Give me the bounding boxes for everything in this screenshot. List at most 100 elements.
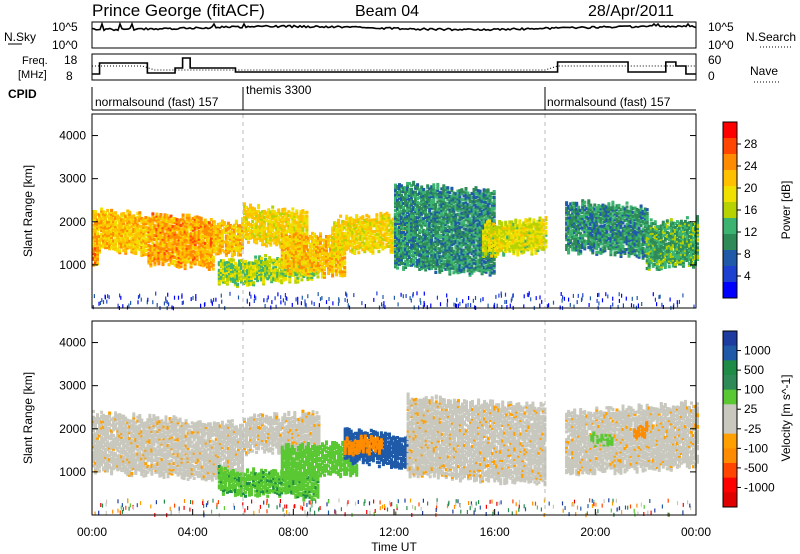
echo-cell bbox=[478, 203, 482, 207]
echo-cell bbox=[436, 213, 440, 218]
echo-cell bbox=[452, 212, 456, 217]
echo-cell bbox=[191, 224, 195, 228]
echo-cell bbox=[408, 187, 412, 192]
echo-cell bbox=[163, 223, 167, 227]
echo-cell bbox=[418, 221, 422, 225]
echo-cell bbox=[452, 193, 456, 197]
echo-cell bbox=[205, 257, 209, 261]
echo-cell bbox=[165, 231, 169, 235]
echo-cell bbox=[134, 217, 138, 221]
echo-cell bbox=[327, 258, 331, 262]
echo-cell bbox=[226, 223, 230, 227]
echo-cell bbox=[185, 258, 189, 262]
echo-cell bbox=[468, 273, 472, 277]
echo-cell bbox=[442, 188, 446, 192]
echo-cell bbox=[298, 231, 302, 235]
echo-cell bbox=[331, 226, 335, 230]
echo-cell bbox=[314, 271, 318, 276]
echo-cell bbox=[450, 235, 454, 239]
echo-cell bbox=[116, 224, 120, 228]
echo-cell bbox=[446, 256, 450, 260]
echo-cell bbox=[294, 245, 298, 249]
echo-cell bbox=[331, 272, 335, 276]
echo-cell bbox=[216, 226, 220, 230]
echo-cell bbox=[171, 232, 175, 236]
echo-cell bbox=[189, 232, 193, 236]
echo-cell bbox=[165, 225, 169, 229]
echo-cell bbox=[209, 251, 213, 255]
echo-cell bbox=[302, 241, 306, 245]
echo-cell bbox=[250, 272, 253, 277]
echo-cell bbox=[335, 235, 339, 239]
echo-cell bbox=[151, 258, 155, 262]
echo-cell bbox=[444, 248, 448, 252]
echo-cell bbox=[275, 225, 279, 229]
echo-cell bbox=[458, 266, 462, 270]
echo-cell bbox=[217, 276, 221, 280]
echo-cell bbox=[179, 235, 183, 239]
echo-cell bbox=[256, 259, 260, 263]
echo-cell bbox=[464, 258, 468, 262]
echo-cell bbox=[335, 257, 339, 261]
echo-cell bbox=[233, 281, 237, 285]
echo-cell bbox=[398, 200, 401, 204]
echo-cell bbox=[185, 252, 189, 256]
echo-cell bbox=[478, 209, 482, 213]
echo-cell bbox=[259, 221, 263, 225]
echo-cell bbox=[183, 222, 187, 226]
echo-cell bbox=[422, 230, 426, 234]
echo-cell bbox=[179, 233, 183, 237]
echo-cell bbox=[205, 259, 209, 263]
echo-cell bbox=[291, 223, 295, 227]
echo-cell bbox=[420, 245, 424, 249]
echo-cell bbox=[280, 230, 284, 234]
echo-cell bbox=[265, 232, 269, 236]
echo-cell bbox=[311, 241, 314, 245]
echo-cell bbox=[257, 213, 261, 217]
echo-cell bbox=[400, 230, 403, 235]
echo-cell bbox=[436, 221, 440, 225]
echo-cell bbox=[446, 228, 450, 233]
echo-cell bbox=[414, 264, 418, 268]
echo-cell bbox=[128, 212, 132, 216]
echo-cell bbox=[258, 266, 262, 271]
echo-cell bbox=[259, 211, 263, 215]
echo-cell bbox=[283, 209, 287, 213]
echo-cell bbox=[343, 251, 347, 255]
echo-cell bbox=[357, 218, 361, 222]
echo-cell bbox=[444, 192, 448, 196]
echo-cell bbox=[361, 244, 365, 248]
echo-cell bbox=[468, 269, 472, 273]
echo-cell bbox=[201, 221, 205, 225]
echo-cell bbox=[301, 211, 305, 215]
echo-cell bbox=[323, 252, 326, 256]
echo-cell bbox=[420, 193, 424, 197]
echo-cell bbox=[102, 231, 106, 235]
echo-cell bbox=[185, 254, 189, 258]
echo-cell bbox=[464, 212, 468, 216]
echo-cell bbox=[231, 279, 235, 284]
echo-cell bbox=[144, 216, 148, 220]
echo-cell bbox=[381, 241, 385, 245]
echo-cell bbox=[195, 225, 199, 229]
echo-cell bbox=[183, 243, 187, 247]
echo-cell bbox=[424, 237, 428, 241]
echo-cell bbox=[438, 255, 442, 259]
echo-cell bbox=[179, 237, 183, 241]
echo-cell bbox=[223, 271, 227, 275]
echo-cell bbox=[249, 209, 252, 213]
echo-cell bbox=[232, 249, 236, 253]
echo-cell bbox=[408, 240, 412, 244]
echo-cell bbox=[454, 219, 458, 223]
echo-cell bbox=[134, 218, 138, 223]
echo-cell bbox=[205, 251, 209, 255]
echo-cell bbox=[404, 209, 408, 213]
echo-cell bbox=[478, 230, 482, 234]
echo-cell bbox=[464, 231, 468, 235]
echo-cell bbox=[130, 225, 134, 229]
echo-cell bbox=[308, 246, 312, 250]
echo-cell bbox=[432, 210, 436, 214]
echo-cell bbox=[402, 248, 406, 252]
echo-cell bbox=[308, 254, 312, 258]
echo-cell bbox=[295, 226, 299, 230]
